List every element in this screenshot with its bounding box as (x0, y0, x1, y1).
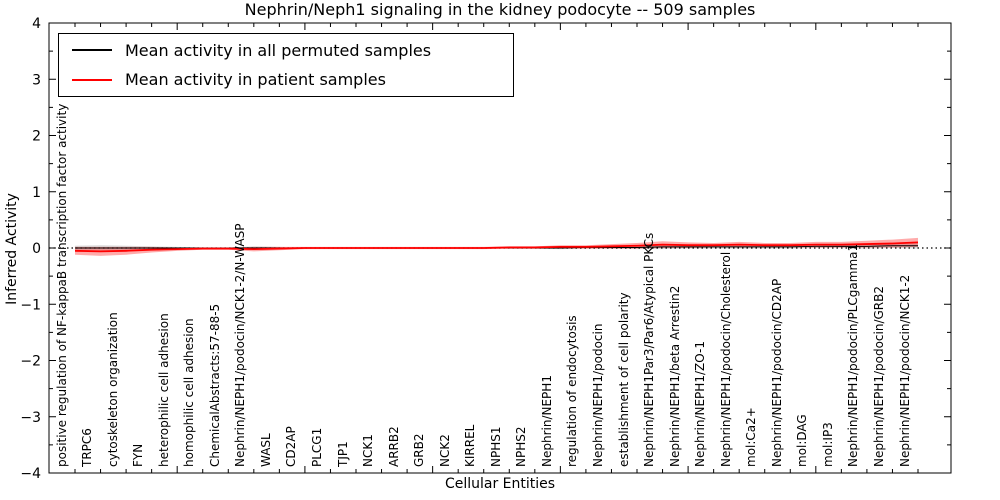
legend-line-red (72, 78, 112, 81)
y-tick-label: −2 (20, 354, 41, 370)
y-tick-label: 4 (32, 16, 41, 32)
legend-item-permuted: Mean activity in all permuted samples (59, 37, 513, 63)
legend-label-patient: Mean activity in patient samples (125, 70, 386, 90)
y-tick-label: 2 (32, 129, 41, 145)
y-tick-label: −3 (20, 410, 41, 426)
patient-mean-line (74, 241, 919, 253)
y-axis-label: Inferred Activity (4, 193, 20, 305)
y-tick-label: −1 (20, 297, 41, 313)
x-axis-label: Cellular Entities (444, 476, 556, 492)
legend-item-patient: Mean activity in patient samples (59, 67, 513, 93)
y-tick-label: −4 (20, 466, 41, 482)
chart-title: Nephrin/Neph1 signaling in the kidney po… (244, 0, 756, 19)
y-tick-label: 1 (32, 185, 41, 201)
y-tick-label: 0 (32, 241, 41, 257)
legend-label-permuted: Mean activity in all permuted samples (125, 40, 432, 60)
legend-box: Mean activity in all permuted samples Me… (58, 33, 514, 97)
legend-line-black (72, 49, 112, 52)
y-tick-label: 3 (32, 72, 41, 88)
